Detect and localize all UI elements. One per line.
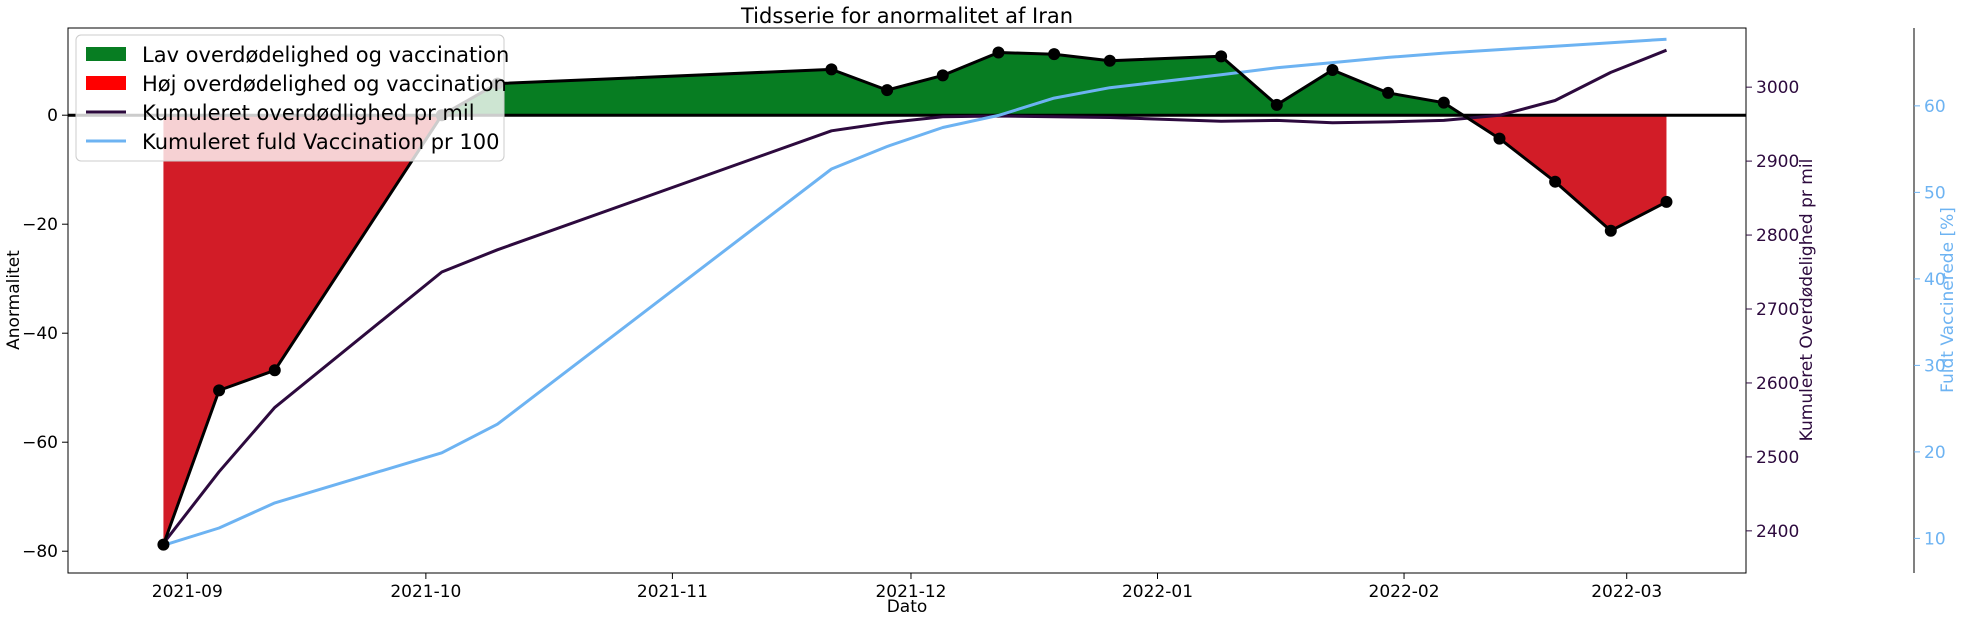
anomaly-point — [157, 538, 170, 551]
anomaly-point — [936, 69, 949, 82]
legend-frame — [75, 34, 505, 162]
anomaly-point — [1270, 98, 1283, 111]
vaccination-line — [162, 37, 1667, 547]
y-right1-tick-label: 2600 — [1756, 374, 1799, 394]
overmortality-line — [162, 48, 1668, 545]
y-left-tick-label: −60 — [22, 433, 58, 453]
legend-label-overmortality: Kumuleret overdødlighed pr mil — [142, 101, 475, 125]
legend: Lav overdødelighed og vaccination Høj ov… — [75, 34, 509, 162]
y-axis-right-overmortality: 2400 2500 2600 2700 2800 2900 3000 — [1746, 78, 1799, 542]
anomaly-point — [1326, 63, 1339, 76]
plot-frame — [67, 27, 1747, 574]
x-tick-label: 2022-01 — [1122, 582, 1193, 602]
anomaly-point — [1382, 86, 1395, 99]
y-axis-left-title: Anormalitet — [4, 250, 24, 350]
y-left-tick-label: −40 — [22, 324, 58, 344]
legend-swatch-high — [86, 76, 126, 90]
y-right2-tick-label: 10 — [1924, 529, 1946, 549]
x-axis-title: Dato — [887, 597, 928, 617]
anomaly-point — [1103, 54, 1116, 67]
y-axis-right-vaccinated-title: Fuldt Vaccinerede [%] — [1938, 207, 1958, 393]
y-right2-tick-label: 20 — [1924, 443, 1946, 463]
anomaly-point — [1660, 195, 1673, 208]
y-axis-left: −80 −60 −40 −20 0 — [22, 106, 68, 562]
anomaly-point — [992, 46, 1005, 59]
x-tick-label: 2021-11 — [637, 582, 708, 602]
anomaly-point — [1604, 224, 1617, 237]
legend-label-high: Høj overdødelighed og vaccination — [142, 72, 507, 96]
legend-label-vaccination: Kumuleret fuld Vaccination pr 100 — [142, 130, 499, 154]
y-right2-tick-label: 60 — [1924, 97, 1946, 117]
y-left-tick-label: 0 — [47, 106, 58, 126]
anomaly-point — [1048, 48, 1061, 61]
y-right2-tick-label: 30 — [1924, 356, 1946, 376]
legend-label-low: Lav overdødelighed og vaccination — [142, 43, 509, 67]
anomaly-point — [1493, 132, 1506, 145]
x-tick-label: 2022-02 — [1369, 582, 1440, 602]
y-right1-tick-label: 2400 — [1756, 522, 1799, 542]
x-tick-label: 2021-12 — [875, 582, 946, 602]
anomaly-point — [825, 63, 838, 76]
y-axis-right-overmortality-title: Kumuleret Overdødelighed pr mil — [1797, 159, 1817, 442]
fill-high-overmortality — [163, 115, 1667, 545]
y-right1-tick-label: 2700 — [1756, 300, 1799, 320]
y-right2-tick-label: 50 — [1924, 183, 1946, 203]
y-right1-tick-label: 2900 — [1756, 152, 1799, 172]
anomaly-point — [1215, 50, 1228, 63]
y-right2-tick-label: 40 — [1924, 270, 1946, 290]
x-tick-label: 2022-03 — [1591, 582, 1662, 602]
anomaly-point — [881, 84, 894, 97]
y-right1-tick-label: 3000 — [1756, 78, 1799, 98]
x-tick-label: 2021-09 — [152, 582, 223, 602]
y-left-tick-label: −80 — [22, 542, 58, 562]
x-tick-label: 2021-10 — [390, 582, 461, 602]
x-axis: 2021-09 2021-10 2021-11 2021-12 2022-01 2022-… — [152, 573, 1662, 602]
y-right1-tick-label: 2500 — [1756, 448, 1799, 468]
y-axis-right-vaccinated: 10 20 30 40 50 60 — [1913, 28, 1946, 573]
chart-title: Tidsserie for anormalitet af Iran — [740, 4, 1073, 28]
anomaly-point — [268, 364, 281, 377]
anomaly-point — [1549, 175, 1562, 188]
anomaly-point — [1437, 96, 1450, 109]
legend-swatch-low — [86, 47, 126, 61]
y-right1-tick-label: 2800 — [1756, 226, 1799, 246]
y-left-tick-label: −20 — [22, 215, 58, 235]
anomaly-point — [213, 384, 226, 397]
